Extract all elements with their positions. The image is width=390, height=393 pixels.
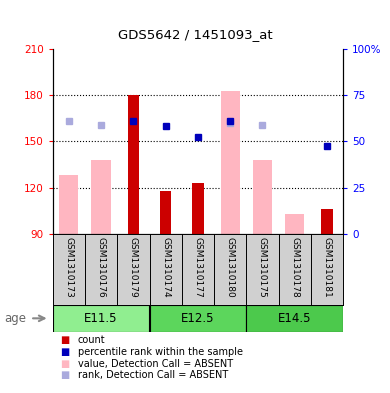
- Bar: [220, 91, 240, 234]
- Bar: [149, 305, 246, 332]
- Bar: [321, 209, 333, 234]
- Text: GSM1310174: GSM1310174: [161, 237, 170, 298]
- Bar: [285, 214, 305, 234]
- Bar: [59, 175, 78, 234]
- Bar: [246, 305, 343, 332]
- Text: GSM1310176: GSM1310176: [97, 237, 106, 298]
- Bar: [192, 183, 204, 234]
- Text: GDS5642 / 1451093_at: GDS5642 / 1451093_at: [118, 28, 272, 41]
- Text: age: age: [4, 312, 26, 325]
- Text: GSM1310175: GSM1310175: [258, 237, 267, 298]
- Bar: [160, 191, 171, 234]
- Text: ■: ■: [60, 370, 70, 380]
- Bar: [128, 95, 139, 234]
- Text: GSM1310180: GSM1310180: [226, 237, 235, 298]
- Text: value, Detection Call = ABSENT: value, Detection Call = ABSENT: [78, 358, 233, 369]
- Bar: [91, 160, 111, 234]
- Text: ■: ■: [60, 347, 70, 357]
- Text: GSM1310179: GSM1310179: [129, 237, 138, 298]
- Text: ■: ■: [60, 335, 70, 345]
- Text: GSM1310178: GSM1310178: [290, 237, 299, 298]
- Text: E11.5: E11.5: [84, 312, 118, 325]
- Text: E14.5: E14.5: [278, 312, 312, 325]
- Text: rank, Detection Call = ABSENT: rank, Detection Call = ABSENT: [78, 370, 228, 380]
- Text: GSM1310177: GSM1310177: [193, 237, 202, 298]
- Bar: [253, 160, 272, 234]
- Bar: [53, 305, 149, 332]
- Text: ■: ■: [60, 358, 70, 369]
- Text: E12.5: E12.5: [181, 312, 215, 325]
- Text: percentile rank within the sample: percentile rank within the sample: [78, 347, 243, 357]
- Text: count: count: [78, 335, 106, 345]
- Text: GSM1310173: GSM1310173: [64, 237, 73, 298]
- Text: GSM1310181: GSM1310181: [323, 237, 332, 298]
